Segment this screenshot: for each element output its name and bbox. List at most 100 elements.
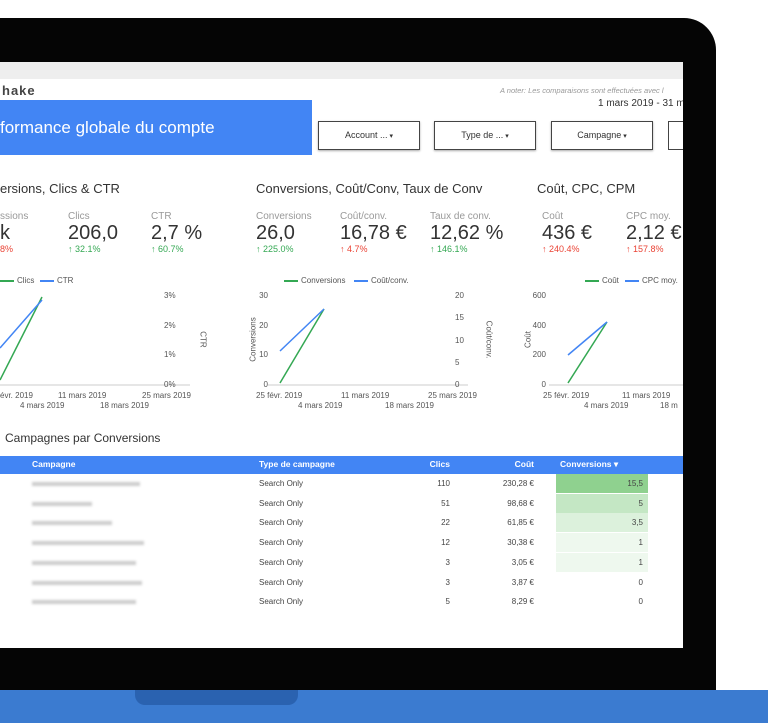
y-tick-label: 0 — [455, 380, 460, 389]
y-tick-label: 10 — [259, 350, 268, 360]
campaign-name-blurred[interactable] — [32, 521, 112, 526]
series-line — [279, 308, 325, 352]
axis-label: CTR — [198, 331, 208, 348]
campaign-name-blurred[interactable] — [32, 600, 136, 605]
metric-value: 26,0 — [256, 222, 295, 244]
panel-title: Conversions, Coût/Conv, Taux de Conv — [256, 181, 483, 196]
cell: 0 — [638, 597, 643, 607]
y-tick-label: 0% — [164, 380, 176, 389]
cell: 61,85 € — [507, 518, 534, 528]
caret: ▾ — [503, 133, 509, 140]
metric-value: 12,62 % — [430, 222, 504, 244]
cell: 30,38 € — [507, 538, 534, 548]
column-header: Campagne — [32, 459, 76, 469]
metric-delta: ↑ 32.1% — [68, 244, 101, 254]
legend-label: Coût — [602, 276, 619, 285]
y-tick-label: 10 — [455, 335, 464, 345]
cell: Search Only — [259, 557, 304, 567]
metric-delta: ↑ 60.7% — [151, 244, 184, 254]
legend-label: Clics — [17, 276, 35, 285]
campaign-name-blurred[interactable] — [32, 580, 142, 585]
filter-button[interactable]: Type de ... ▾ — [434, 121, 536, 150]
x-tick-label: 25 févr. 2019 — [256, 391, 303, 400]
x-tick-label: 11 mars 2019 — [341, 391, 390, 400]
caret: ▾ — [621, 133, 627, 140]
x-tick-label: 18 mars 2019 — [100, 401, 149, 410]
cell: 0 — [638, 577, 643, 587]
legend-label: Conversions — [301, 276, 346, 285]
metric-delta: ↑ 146.1% — [430, 244, 468, 254]
campaign-name-blurred[interactable] — [32, 560, 136, 565]
y-tick-label: 400 — [532, 320, 546, 330]
conversion-cell — [556, 552, 648, 572]
x-tick-label: évr. 2019 — [0, 391, 33, 400]
y-tick-label: 0 — [541, 380, 546, 389]
legend-label: CPC moy. — [642, 276, 678, 285]
y-tick-label: 20 — [259, 320, 268, 330]
metric-value: 436 € — [542, 222, 593, 244]
panel-title: Coût, CPC, CPM — [537, 181, 636, 196]
cell: 110 — [437, 479, 450, 488]
note: A noter: Les comparaisons sont effectuée… — [500, 86, 664, 95]
y-tick-label: 5 — [455, 357, 460, 367]
conversion-cell — [556, 572, 648, 592]
legend-swatch — [625, 280, 639, 282]
banner-title: formance globale du compte — [0, 118, 215, 137]
banner — [0, 100, 312, 155]
filter-button[interactable]: Campagne ▾ — [551, 121, 653, 150]
cell: 1 — [638, 538, 643, 548]
cell: 5 — [445, 597, 450, 607]
y-tick-label: 1% — [164, 350, 176, 360]
campaign-name-blurred[interactable] — [32, 501, 92, 506]
filter-label: Campagne — [577, 130, 622, 140]
metric-value: 2,12 € — [626, 222, 682, 244]
filter-button[interactable] — [668, 121, 683, 150]
column-header: Clics — [429, 459, 450, 469]
cell: 15,5 — [627, 479, 643, 488]
table-header — [0, 456, 683, 474]
x-tick-label: 4 mars 2019 — [584, 401, 629, 410]
cell: 3 — [445, 557, 450, 567]
cell: 12 — [441, 538, 450, 548]
campaign-name-blurred[interactable] — [32, 541, 144, 546]
x-tick-label: 4 mars 2019 — [298, 401, 343, 410]
y-tick-label: 600 — [532, 291, 546, 300]
chart-lines — [0, 296, 683, 386]
metric-label: CTR — [151, 211, 172, 222]
cell: Search Only — [259, 577, 304, 587]
metric-label: Coût/conv. — [340, 211, 388, 222]
screen: hake A noter: Les comparaisons sont effe… — [0, 62, 683, 648]
metric-value: 16,78 € — [340, 222, 407, 244]
campaign-name-blurred[interactable] — [32, 482, 140, 486]
y-tick-label: 20 — [455, 291, 464, 300]
column-header: Type de campagne — [259, 459, 335, 469]
metric-value: 2,7 % — [151, 222, 203, 244]
metric-label: Coût — [542, 211, 564, 222]
metric-delta: ↑ 157.8% — [626, 244, 664, 254]
caret: ▾ — [387, 133, 393, 140]
x-tick-label: 18 m — [660, 401, 678, 410]
top-bar — [0, 62, 683, 79]
filter-label: Account ... — [345, 130, 388, 140]
date-range[interactable]: 1 mars 2019 - 31 m — [598, 98, 683, 109]
conversion-cell — [556, 513, 648, 533]
metric-label: Clics — [68, 211, 90, 222]
brand: hake — [2, 83, 36, 98]
series-line — [0, 299, 43, 349]
cell: 22 — [441, 518, 450, 528]
series-line — [567, 321, 608, 356]
axis-label: Coût/conv. — [484, 320, 494, 359]
cell: Search Only — [259, 538, 304, 548]
metric-value: k — [0, 222, 10, 244]
filter-button[interactable]: Account ... ▾ — [318, 121, 420, 150]
x-tick-label: 18 mars 2019 — [385, 401, 434, 410]
cell: Search Only — [259, 518, 304, 528]
metric-label: ssions — [0, 211, 29, 222]
legend-swatch — [354, 280, 368, 282]
cell: 5 — [638, 498, 643, 508]
y-tick-label: 0 — [263, 380, 268, 389]
y-tick-label: 15 — [455, 313, 464, 323]
filter-label: Type de ... — [461, 130, 504, 140]
legend-label: Coût/conv. — [371, 276, 409, 285]
